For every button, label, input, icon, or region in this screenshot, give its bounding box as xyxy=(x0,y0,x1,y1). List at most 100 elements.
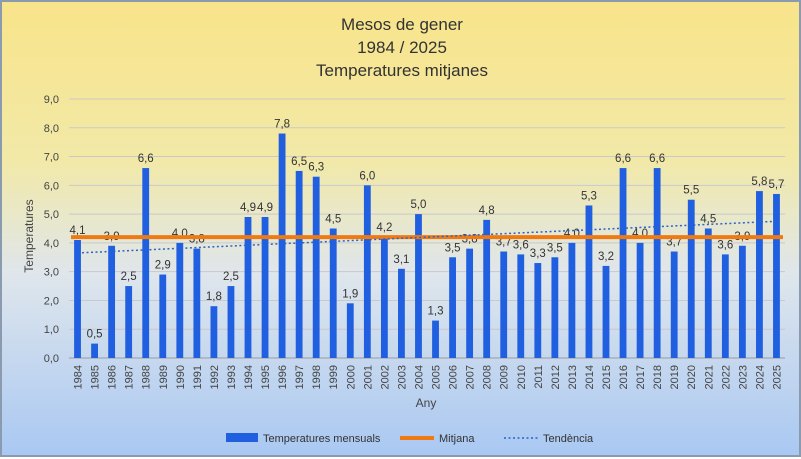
bar xyxy=(142,168,150,358)
x-tick-label: 1995 xyxy=(260,365,272,389)
bar xyxy=(227,286,235,358)
bar-data-label: 5,8 xyxy=(751,176,767,188)
x-tick-label: 1987 xyxy=(124,365,136,389)
x-tick-label: 2009 xyxy=(499,365,511,389)
x-tick-label: 2014 xyxy=(584,365,596,389)
x-tick-label: 2001 xyxy=(362,365,374,389)
x-tick-label: 1986 xyxy=(107,365,119,389)
x-tick-label: 2025 xyxy=(771,365,783,389)
y-tick-label: 6,0 xyxy=(44,180,59,192)
bar-series xyxy=(74,133,780,358)
bar-data-label: 6,5 xyxy=(291,156,307,168)
bar-data-label: 3,7 xyxy=(496,237,512,249)
bar-data-label: 7,8 xyxy=(274,119,290,131)
bar xyxy=(346,303,354,358)
x-tick-label: 1996 xyxy=(277,365,289,389)
x-tick-label: 1988 xyxy=(141,365,153,389)
y-axis-label: Temperatures xyxy=(22,199,36,272)
x-tick-label: 2020 xyxy=(686,365,698,389)
bar-data-label: 5,7 xyxy=(768,179,784,191)
legend-label-average: Mitjana xyxy=(439,433,475,445)
bar xyxy=(415,214,422,358)
x-tick-label: 2007 xyxy=(465,365,477,389)
chart-title-line-3: Temperatures mitjanes xyxy=(316,61,488,80)
bar-data-label: 5,0 xyxy=(410,199,426,211)
x-axis-label: Any xyxy=(416,396,437,410)
x-tick-label: 2017 xyxy=(635,365,647,389)
legend-label-bar: Temperatures mensuals xyxy=(263,433,381,445)
bar xyxy=(210,306,218,358)
x-tick-label: 2002 xyxy=(379,365,391,389)
bar-data-label: 3,3 xyxy=(530,248,546,260)
bar xyxy=(125,286,133,358)
bar-data-label: 0,5 xyxy=(87,329,103,341)
bar xyxy=(636,242,644,358)
bar xyxy=(738,245,746,358)
bar xyxy=(312,176,320,358)
x-tick-label: 2004 xyxy=(413,365,425,389)
bar-data-label: 1,3 xyxy=(428,306,444,318)
bar xyxy=(108,245,116,358)
bar xyxy=(653,168,661,358)
x-tick-label: 1985 xyxy=(90,365,102,389)
legend-swatch-bar xyxy=(226,433,258,442)
x-tick-label: 1990 xyxy=(175,365,187,389)
bar xyxy=(193,248,201,358)
bar xyxy=(278,133,286,358)
bar xyxy=(670,251,678,358)
bar-data-label: 2,5 xyxy=(223,271,239,283)
bar-data-label: 3,5 xyxy=(547,242,563,254)
x-tick-label: 2000 xyxy=(345,365,357,389)
grid-lines xyxy=(69,98,785,359)
bar xyxy=(295,170,303,358)
bar xyxy=(585,205,593,358)
bar xyxy=(500,251,508,358)
bar xyxy=(773,193,780,358)
bar-data-label: 4,9 xyxy=(240,202,256,214)
x-tick-label: 2022 xyxy=(720,365,732,389)
bar-data-label: 3,6 xyxy=(717,239,733,251)
bar xyxy=(483,219,491,358)
x-axis-ticks: 1984 1985 1986 1987 1988 1989 1990 1991 1992 1993… xyxy=(73,365,784,389)
y-tick-label: 0,0 xyxy=(44,353,59,365)
x-tick-label: 1999 xyxy=(328,365,340,389)
x-tick-label: 1994 xyxy=(243,365,255,389)
bar-data-label: 4,5 xyxy=(700,214,716,226)
x-tick-label: 2006 xyxy=(448,365,460,389)
x-tick-label: 2012 xyxy=(550,365,562,389)
bar xyxy=(432,320,439,358)
x-tick-label: 2024 xyxy=(754,365,766,389)
bar-data-label: 3,2 xyxy=(598,251,614,263)
bar xyxy=(534,263,542,358)
x-tick-label: 1991 xyxy=(192,365,204,389)
bar xyxy=(380,237,388,358)
y-tick-label: 4,0 xyxy=(44,238,59,250)
bar xyxy=(721,254,729,358)
x-tick-label: 2008 xyxy=(482,365,494,389)
bar-data-label: 2,9 xyxy=(155,260,171,272)
bar xyxy=(449,257,456,358)
chart-title: Mesos de gener 1984 / 2025 Temperatures … xyxy=(316,15,488,80)
x-tick-label: 2019 xyxy=(669,365,681,389)
bar-data-label: 6,6 xyxy=(615,153,631,165)
bar-data-label: 3,6 xyxy=(513,239,529,251)
bar xyxy=(551,257,559,358)
data-labels: 4,10,53,92,56,62,94,03,81,82,54,94,97,86… xyxy=(70,119,785,341)
x-tick-label: 2011 xyxy=(533,365,545,389)
bar xyxy=(176,242,184,358)
bar xyxy=(244,216,252,358)
bar xyxy=(568,242,576,358)
y-tick-label: 3,0 xyxy=(44,267,59,279)
bar xyxy=(261,216,269,358)
bar-data-label: 6,6 xyxy=(649,153,665,165)
y-tick-label: 2,0 xyxy=(44,295,59,307)
bar-data-label: 4,5 xyxy=(325,214,341,226)
y-tick-label: 9,0 xyxy=(44,94,59,106)
x-tick-label: 2021 xyxy=(703,365,715,389)
y-tick-label: 5,0 xyxy=(44,209,59,221)
bar xyxy=(466,248,474,358)
bar xyxy=(517,254,525,358)
bar-data-label: 6,0 xyxy=(359,170,375,182)
bar-data-label: 4,8 xyxy=(479,205,495,217)
